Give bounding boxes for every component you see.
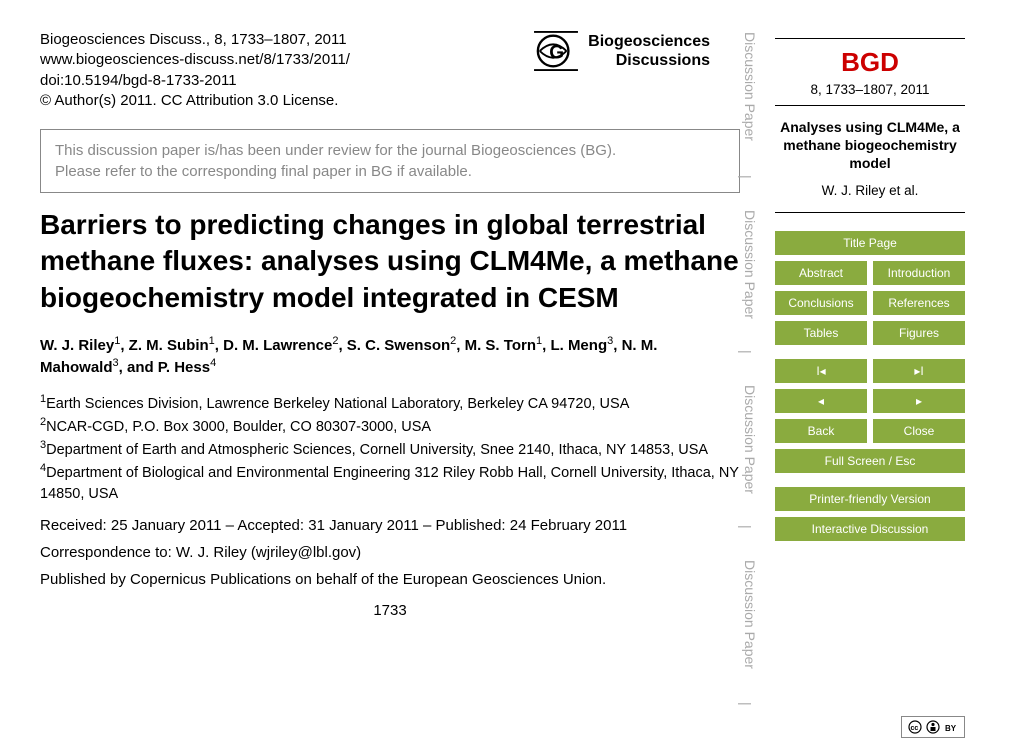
affiliation-1: 1Earth Sciences Division, Lawrence Berke…: [40, 392, 740, 415]
nav-prev-icon[interactable]: ◂: [775, 389, 867, 413]
side-label-3: Discussion Paper: [742, 385, 758, 494]
side-sep-2: |: [738, 350, 754, 354]
affiliation-3: 3Department of Earth and Atmospheric Sci…: [40, 438, 740, 461]
sb-divider-3: [775, 212, 965, 213]
main-content: Discussion Paper | Discussion Paper | Di…: [0, 0, 760, 750]
nav-references[interactable]: References: [873, 291, 965, 315]
sb-divider-top: [775, 38, 965, 39]
citation-line3: doi:10.5194/bgd-8-1733-2011: [40, 71, 350, 91]
review-notice: This discussion paper is/has been under …: [40, 129, 740, 193]
published-by: Published by Copernicus Publications on …: [40, 571, 740, 588]
svg-text:BY: BY: [945, 724, 957, 733]
nav-printer-friendly[interactable]: Printer-friendly Version: [775, 487, 965, 511]
side-sep-3: |: [738, 525, 754, 529]
affiliation-2: 2NCAR-CGD, P.O. Box 3000, Boulder, CO 80…: [40, 415, 740, 438]
nav-last-icon[interactable]: ▸I: [873, 359, 965, 383]
nav-conclusions[interactable]: Conclusions: [775, 291, 867, 315]
citation-line2: www.biogeosciences-discuss.net/8/1733/20…: [40, 50, 350, 70]
nav-introduction[interactable]: Introduction: [873, 261, 965, 285]
sb-short-title: Analyses using CLM4Me, a methane biogeoc…: [775, 114, 965, 177]
nav-fullscreen[interactable]: Full Screen / Esc: [775, 449, 965, 473]
affiliations: 1Earth Sciences Division, Lawrence Berke…: [40, 392, 740, 504]
paper-title: Barriers to predicting changes in global…: [40, 207, 740, 316]
citation-line1: Biogeosciences Discuss., 8, 1733–1807, 2…: [40, 30, 350, 50]
header-row: Biogeosciences Discuss., 8, 1733–1807, 2…: [40, 30, 740, 111]
journal-name-l1: Biogeosciences: [588, 32, 710, 51]
cc-by-badge-icon[interactable]: cc BY: [901, 716, 965, 738]
dates: Received: 25 January 2011 – Accepted: 31…: [40, 517, 740, 534]
nav-interactive-discussion[interactable]: Interactive Discussion: [775, 517, 965, 541]
nav-back[interactable]: Back: [775, 419, 867, 443]
nav-tables[interactable]: Tables: [775, 321, 867, 345]
bgd-title[interactable]: BGD: [775, 47, 965, 78]
nav-grid: Title Page Abstract Introduction Conclus…: [775, 231, 965, 541]
side-sep-1: |: [738, 175, 754, 179]
svg-text:cc: cc: [911, 725, 919, 732]
correspondence: Correspondence to: W. J. Riley (wjriley@…: [40, 544, 740, 561]
nav-close[interactable]: Close: [873, 419, 965, 443]
page-number: 1733: [40, 602, 740, 619]
review-line2: Please refer to the corresponding final …: [55, 161, 725, 182]
nav-figures[interactable]: Figures: [873, 321, 965, 345]
affiliation-4: 4Department of Biological and Environmen…: [40, 461, 740, 505]
nav-next-icon[interactable]: ▸: [873, 389, 965, 413]
sb-issue: 8, 1733–1807, 2011: [775, 82, 965, 97]
citation-line4: © Author(s) 2011. CC Attribution 3.0 Lic…: [40, 91, 350, 111]
svg-text:G: G: [549, 43, 564, 64]
sb-divider-2: [775, 105, 965, 106]
journal-name: Biogeosciences Discussions: [588, 32, 710, 70]
journal-name-l2: Discussions: [588, 51, 710, 70]
sidebar: BGD 8, 1733–1807, 2011 Analyses using CL…: [760, 0, 980, 750]
nav-abstract[interactable]: Abstract: [775, 261, 867, 285]
review-line1: This discussion paper is/has been under …: [55, 140, 725, 161]
side-sep-4: |: [738, 702, 754, 706]
side-label-1: Discussion Paper: [742, 32, 758, 141]
sb-short-authors: W. J. Riley et al.: [775, 183, 965, 198]
authors: W. J. Riley1, Z. M. Subin1, D. M. Lawren…: [40, 334, 740, 378]
side-label-2: Discussion Paper: [742, 210, 758, 319]
nav-title-page[interactable]: Title Page: [775, 231, 965, 255]
journal-logo-block: G Biogeosciences Discussions: [532, 30, 710, 72]
nav-first-icon[interactable]: I◂: [775, 359, 867, 383]
egu-logo-icon: G: [532, 30, 580, 72]
citation-block: Biogeosciences Discuss., 8, 1733–1807, 2…: [40, 30, 350, 111]
side-label-4: Discussion Paper: [742, 560, 758, 669]
